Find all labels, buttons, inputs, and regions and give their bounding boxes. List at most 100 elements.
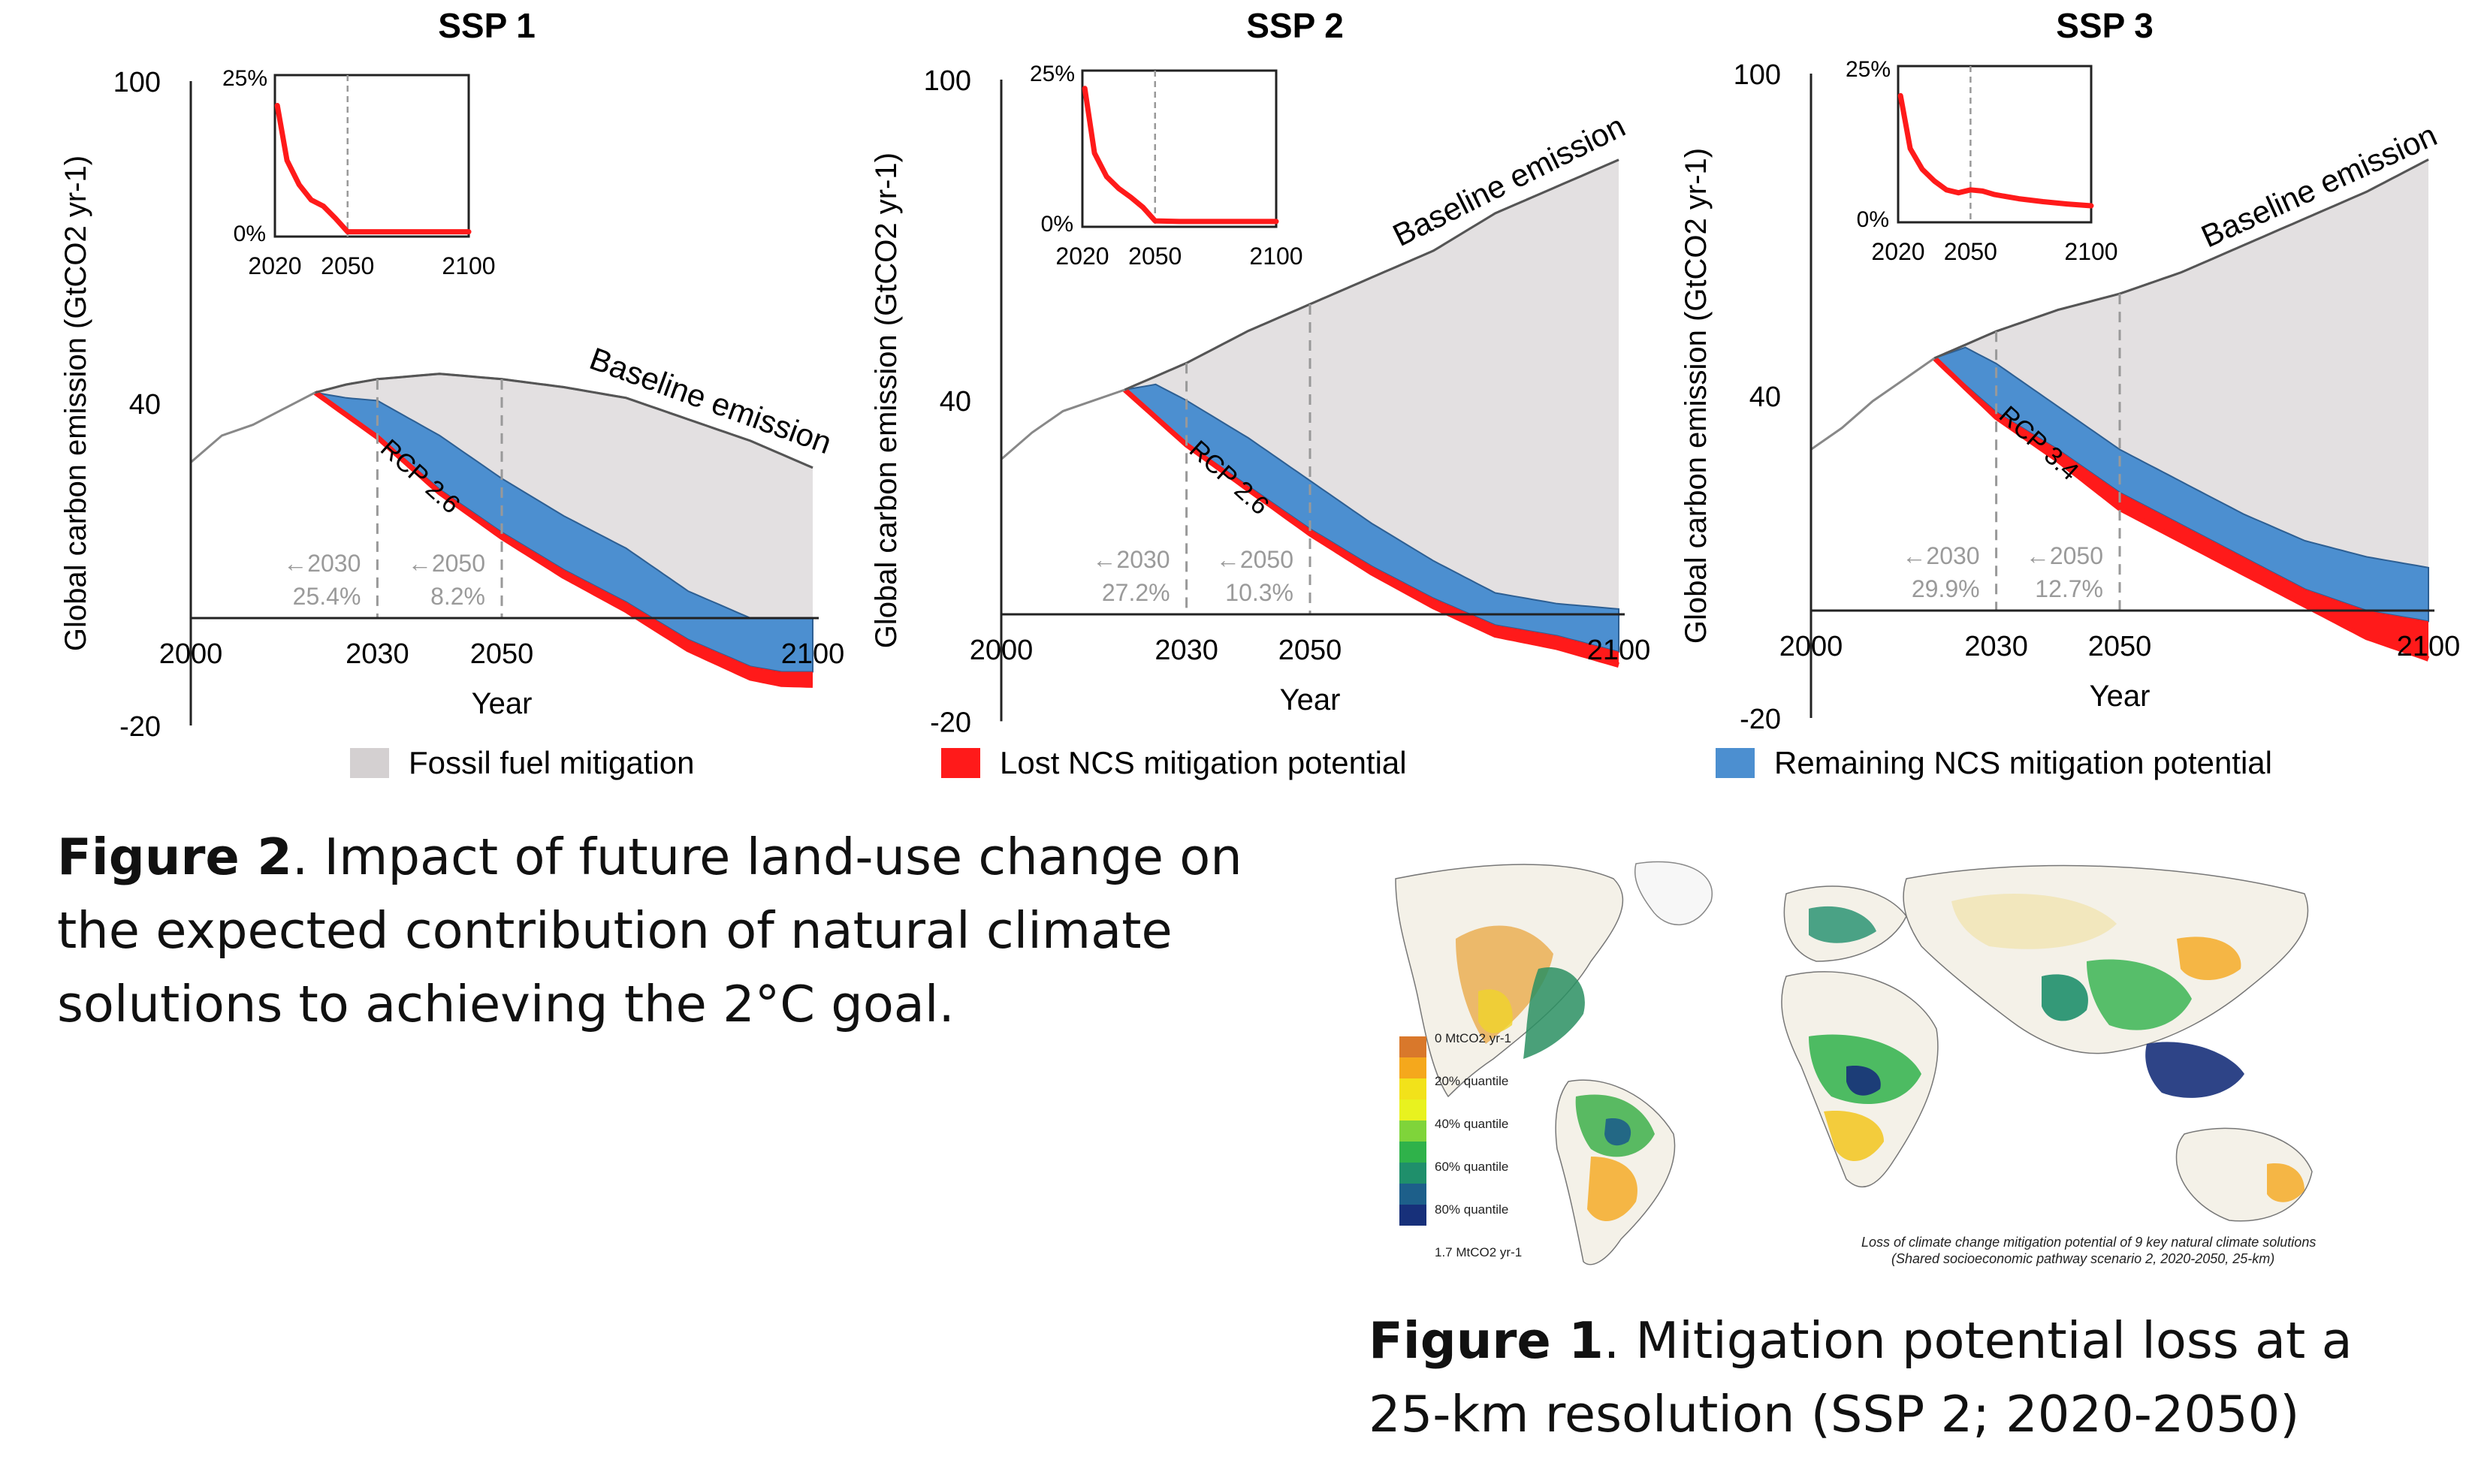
y-axis-label: Global carbon emission (GtCO2 yr-1) (1680, 148, 1713, 644)
fossil-fuel-mitigation-area (1934, 159, 2428, 568)
inset-loss-line (274, 103, 472, 235)
map-legend-label: 0 MtCO2 yr-1 (1435, 1031, 1511, 1045)
inset-chart: 25% 0% 2020 2050 2100 (1846, 57, 2118, 265)
y-tick-label: 100 (113, 67, 161, 98)
map-legend-label: 1.7 MtCO2 yr-1 (1435, 1245, 1522, 1259)
x-tick-label: 2000 (159, 638, 223, 670)
baseline-emission-line-projected (1933, 158, 2429, 360)
map-legend-label: 20% quantile (1435, 1074, 1508, 1088)
inset-frame (1081, 69, 1278, 228)
x-axis-label: Year (472, 687, 533, 720)
map-legend-swatch (1399, 1099, 1426, 1121)
annotation-year: ←2030 (283, 550, 361, 577)
figure-1-caption-label: Figure 1 (1369, 1311, 1604, 1370)
figure-1-caption: Figure 1. Mitigation potential loss at a… (1369, 1304, 2443, 1451)
map-legend-label: 40% quantile (1435, 1117, 1508, 1131)
annotation-year: ←2050 (2026, 542, 2103, 569)
chart-panel-1: SSP 1 100 40 -20 2000 2030 2050 2100 Year Global … (59, 6, 844, 743)
inset-x-tick-label: 2050 (1944, 238, 1997, 265)
legend-label: Fossil fuel mitigation (409, 745, 694, 780)
y-tick-label: 40 (1749, 382, 1781, 413)
annotation-year: ←2030 (1092, 546, 1170, 573)
inset-frame (273, 74, 470, 238)
annotation-percent: 25.4% (293, 583, 361, 610)
y-tick-label: -20 (119, 711, 161, 743)
y-tick-label: 100 (924, 65, 971, 97)
inset-x-tick-label: 2100 (1249, 243, 1302, 270)
figure-1-caption-text: . Mitigation potential loss at a 25-km r… (1369, 1311, 2353, 1443)
chart-title: SSP 1 (438, 6, 536, 45)
map-legend-swatch (1399, 1121, 1426, 1142)
rcp-line (313, 390, 813, 688)
map-legend-label: 80% quantile (1435, 1202, 1508, 1217)
map-title: Loss of climate change mitigation potent… (1861, 1235, 2316, 1250)
y-tick-label: 40 (129, 389, 161, 421)
figure-2-caption-label: Figure 2 (57, 828, 292, 886)
inset-y-bottom-label: 0% (234, 222, 266, 246)
inset-y-bottom-label: 0% (1857, 207, 1889, 232)
inset-x-tick-label: 2050 (1128, 243, 1182, 270)
annotation-year: ←2050 (408, 550, 485, 577)
figure-2-charts: SSP 1 100 40 -20 2000 2030 2050 2100 Year Global … (59, 6, 2460, 780)
x-tick-label: 2100 (2397, 631, 2461, 662)
y-axis-label: Global carbon emission (GtCO2 yr-1) (870, 152, 903, 648)
x-tick-label: 2100 (781, 638, 845, 670)
x-tick-label: 2100 (1587, 635, 1651, 666)
annotation-year: ←2030 (1902, 542, 1979, 569)
annotation-year: ←2050 (1216, 546, 1293, 573)
fossil-fuel-mitigation-area (1124, 159, 1619, 609)
annotation-percent: 29.9% (1912, 575, 1980, 602)
inset-x-tick-label: 2100 (2064, 238, 2117, 265)
figure-2-caption-text: . Impact of future land-use change on th… (57, 828, 1242, 1033)
y-axis-label: Global carbon emission (GtCO2 yr-1) (59, 155, 92, 651)
x-tick-label: 2050 (1278, 635, 1342, 666)
x-tick-label: 2050 (2088, 631, 2152, 662)
chart-title: SSP 3 (2056, 6, 2154, 45)
inset-x-tick-label: 2020 (1055, 243, 1109, 270)
baseline-emission-line-projected (1124, 158, 1619, 391)
baseline-emission-line-projected (315, 373, 813, 469)
inset-chart: 25% 0% 2020 2050 2100 (1030, 62, 1303, 270)
map-legend-swatch (1399, 1078, 1426, 1099)
inset-y-bottom-label: 0% (1041, 212, 1073, 237)
y-tick-label: -20 (930, 707, 971, 738)
inset-loss-line (1082, 86, 1279, 225)
x-tick-label: 2030 (346, 638, 409, 670)
x-tick-label: 2030 (1155, 635, 1218, 666)
legend-label: Lost NCS mitigation potential (1000, 745, 1407, 780)
inset-x-tick-label: 2050 (321, 252, 374, 279)
chart-panel-3: SSP 3 100 40 -20 2000 2030 2050 2100 Year Global … (1680, 6, 2460, 735)
map-legend-swatch (1399, 1184, 1426, 1205)
map-legend-swatch (1399, 1163, 1426, 1184)
rcp-line (1932, 356, 2430, 662)
inset-x-tick-label: 2020 (1871, 238, 1924, 265)
annotation-percent: 8.2% (430, 583, 485, 610)
chart-panel-2: SSP 2 100 40 -20 2000 2030 2050 2100 Year Global … (870, 6, 1650, 738)
legend-label: Remaining NCS mitigation potential (1774, 745, 2272, 780)
x-axis-label: Year (2090, 680, 2151, 713)
y-tick-label: 40 (940, 386, 971, 418)
map-subtitle: (Shared socioeconomic pathway scenario 2… (1891, 1251, 2274, 1266)
x-axis-label: Year (1280, 683, 1341, 716)
figure-2-caption: Figure 2. Impact of future land-use chan… (57, 820, 1334, 1041)
legend-swatch (941, 748, 980, 778)
legend-swatch (1716, 748, 1755, 778)
rcp-line (1123, 388, 1619, 668)
x-tick-label: 2000 (970, 635, 1034, 666)
legend-swatch (350, 748, 389, 778)
inset-frame (1897, 65, 2093, 224)
annotation-percent: 10.3% (1225, 579, 1293, 606)
inset-x-tick-label: 2100 (442, 252, 495, 279)
y-tick-label: -20 (1740, 704, 1781, 735)
map-legend-swatch (1399, 1205, 1426, 1226)
chart-title: SSP 2 (1246, 6, 1344, 45)
map-legend-swatch (1399, 1142, 1426, 1163)
annotation-percent: 12.7% (2035, 575, 2103, 602)
inset-y-top-label: 25% (1030, 62, 1075, 86)
x-tick-label: 2030 (1964, 631, 2028, 662)
legend-item: Fossil fuel mitigation (350, 745, 694, 780)
inset-x-tick-label: 2020 (248, 252, 301, 279)
map-legend-swatch (1399, 1057, 1426, 1078)
inset-loss-line (1897, 92, 2094, 209)
legend-item: Remaining NCS mitigation potential (1716, 745, 2272, 780)
